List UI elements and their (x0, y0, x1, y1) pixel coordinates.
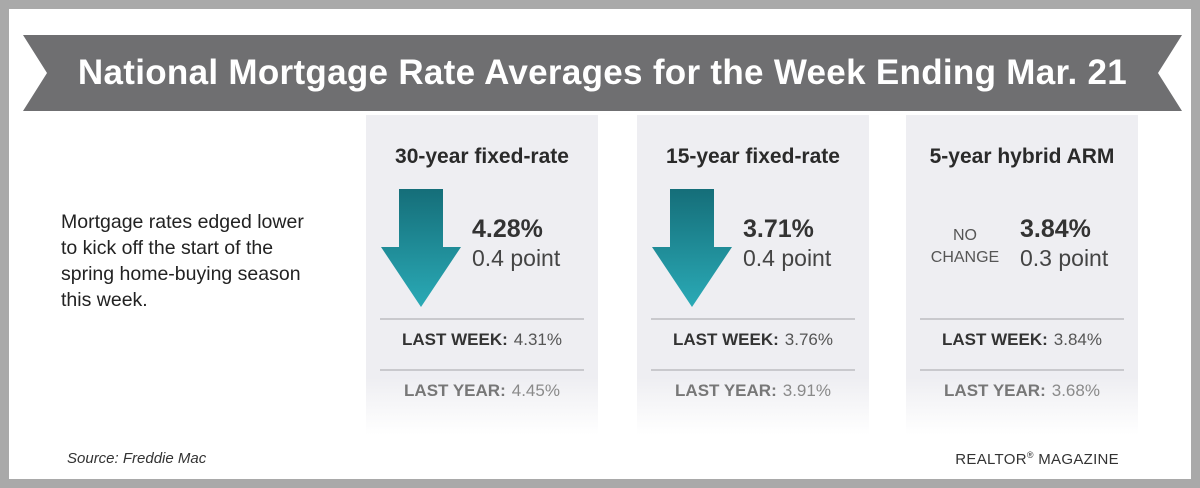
no-change-indicator: NO CHANGE (924, 225, 1006, 269)
rate-change: 0.4 point (472, 245, 561, 271)
arrow-down-icon (381, 189, 461, 307)
card-5-year-hybrid-arm: 5-year hybrid ARM NO CHANGE 3.84% 0.3 po… (906, 115, 1138, 435)
card-title: 5-year hybrid ARM (929, 145, 1115, 168)
last-week-label: LAST WEEK: (673, 330, 779, 349)
divider (380, 318, 584, 320)
infographic-frame: National Mortgage Rate Averages for the … (9, 9, 1191, 479)
rate-change: 0.3 point (1020, 245, 1109, 271)
last-year-value: 3.91% (782, 381, 831, 400)
divider (651, 318, 855, 320)
last-year-stat: LAST YEAR: 4.45% (366, 381, 598, 401)
brand-name: REALTOR (955, 451, 1027, 468)
divider (920, 318, 1124, 320)
last-week-value: 4.31% (513, 330, 562, 349)
no-change-line1: NO (953, 227, 977, 244)
rate-value: 4.28% (472, 215, 543, 243)
registered-mark: ® (1026, 450, 1034, 460)
card-30-year-fixed: 30-year fixed-rate 4.28% 0.4 point LAST … (366, 115, 598, 435)
card-title: 30-year fixed-rate (395, 145, 569, 168)
card-title: 15-year fixed-rate (666, 145, 840, 168)
last-year-stat: LAST YEAR: 3.68% (906, 381, 1138, 401)
divider (380, 369, 584, 371)
last-week-label: LAST WEEK: (942, 330, 1048, 349)
page-title: National Mortgage Rate Averages for the … (77, 53, 1128, 92)
rate-change: 0.4 point (743, 245, 832, 271)
intro-text: Mortgage rates edged lower to kick off t… (61, 211, 304, 311)
last-year-value: 4.45% (511, 381, 560, 400)
last-year-stat: LAST YEAR: 3.91% (637, 381, 869, 401)
last-year-label: LAST YEAR: (944, 381, 1046, 400)
last-week-value: 3.76% (784, 330, 833, 349)
banner-ribbon-shape (23, 35, 1182, 111)
last-year-label: LAST YEAR: (675, 381, 777, 400)
brand-logo: REALTOR® MAGAZINE (955, 450, 1119, 468)
last-year-value: 3.68% (1051, 381, 1100, 400)
last-week-value: 3.84% (1053, 330, 1102, 349)
divider (651, 369, 855, 371)
last-week-stat: LAST WEEK: 3.84% (906, 330, 1138, 350)
card-15-year-fixed: 15-year fixed-rate 3.71% 0.4 point LAST … (637, 115, 869, 435)
brand-suffix: MAGAZINE (1033, 451, 1119, 468)
last-year-label: LAST YEAR: (404, 381, 506, 400)
last-week-stat: LAST WEEK: 3.76% (637, 330, 869, 350)
source-credit: Source: Freddie Mac (67, 450, 207, 467)
divider (920, 369, 1124, 371)
last-week-stat: LAST WEEK: 4.31% (366, 330, 598, 350)
arrow-down-icon (652, 189, 732, 307)
rate-value: 3.84% (1020, 215, 1091, 243)
rate-value: 3.71% (743, 215, 814, 243)
title-banner: National Mortgage Rate Averages for the … (23, 35, 1182, 111)
last-week-label: LAST WEEK: (402, 330, 508, 349)
no-change-line2: CHANGE (930, 249, 1000, 266)
